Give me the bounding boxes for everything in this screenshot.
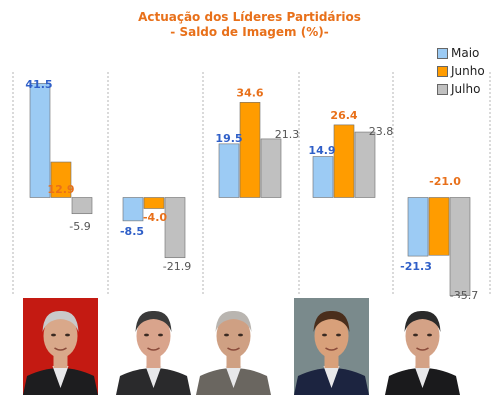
- legend-swatch-junho: [437, 66, 448, 77]
- value-label-junho-5: -21.0: [429, 175, 461, 188]
- portrait-photo-1: [23, 298, 98, 395]
- bar-maio-3: [218, 143, 240, 198]
- bar-julho-5: [449, 197, 471, 296]
- value-label-junho-3: 34.6: [236, 86, 263, 99]
- bar-maio-1: [29, 83, 51, 198]
- bar-julho-3: [260, 138, 282, 198]
- legend-label-maio: Maio: [451, 46, 480, 60]
- bar-julho-4: [354, 131, 376, 198]
- bar-maio-4: [312, 156, 334, 198]
- value-label-julho-4: 23.8: [369, 125, 394, 138]
- portrait-photo-5: [385, 298, 460, 395]
- legend-label-julho: Julho: [451, 82, 481, 96]
- value-label-julho-2: -21.9: [163, 260, 191, 273]
- bar-julho-1: [71, 197, 93, 215]
- value-label-maio-2: -8.5: [120, 225, 144, 238]
- legend-swatch-julho: [437, 84, 448, 95]
- value-label-junho-2: -4.0: [143, 211, 167, 224]
- bar-maio-2: [122, 197, 144, 222]
- chart-title: Actuação dos Líderes Partidários: [138, 10, 361, 24]
- chart-subtitle: - Saldo de Imagem (%)-: [170, 25, 329, 39]
- bar-junho-1: [50, 161, 72, 198]
- portrait-photo-2: [116, 298, 191, 395]
- bar-maio-5: [407, 197, 429, 257]
- value-label-maio-4: 14.9: [308, 144, 335, 157]
- value-label-maio-1: 41.5: [25, 78, 52, 91]
- portrait-photo-3: [196, 298, 271, 395]
- legend-label-junho: Junho: [451, 64, 485, 78]
- legend-swatch-maio: [437, 48, 448, 59]
- value-label-junho-1: 12.9: [47, 183, 74, 196]
- value-label-julho-3: 21.3: [275, 128, 300, 141]
- portrait-photo-4: [294, 298, 369, 395]
- value-label-maio-3: 19.5: [215, 132, 242, 145]
- bar-junho-3: [239, 102, 261, 198]
- bar-julho-2: [164, 197, 186, 259]
- bar-junho-2: [143, 197, 165, 209]
- bar-junho-4: [333, 124, 355, 198]
- value-label-julho-1: -5.9: [69, 220, 90, 233]
- value-label-junho-4: 26.4: [330, 109, 357, 122]
- value-label-maio-5: -21.3: [400, 260, 432, 273]
- bar-junho-5: [428, 197, 450, 256]
